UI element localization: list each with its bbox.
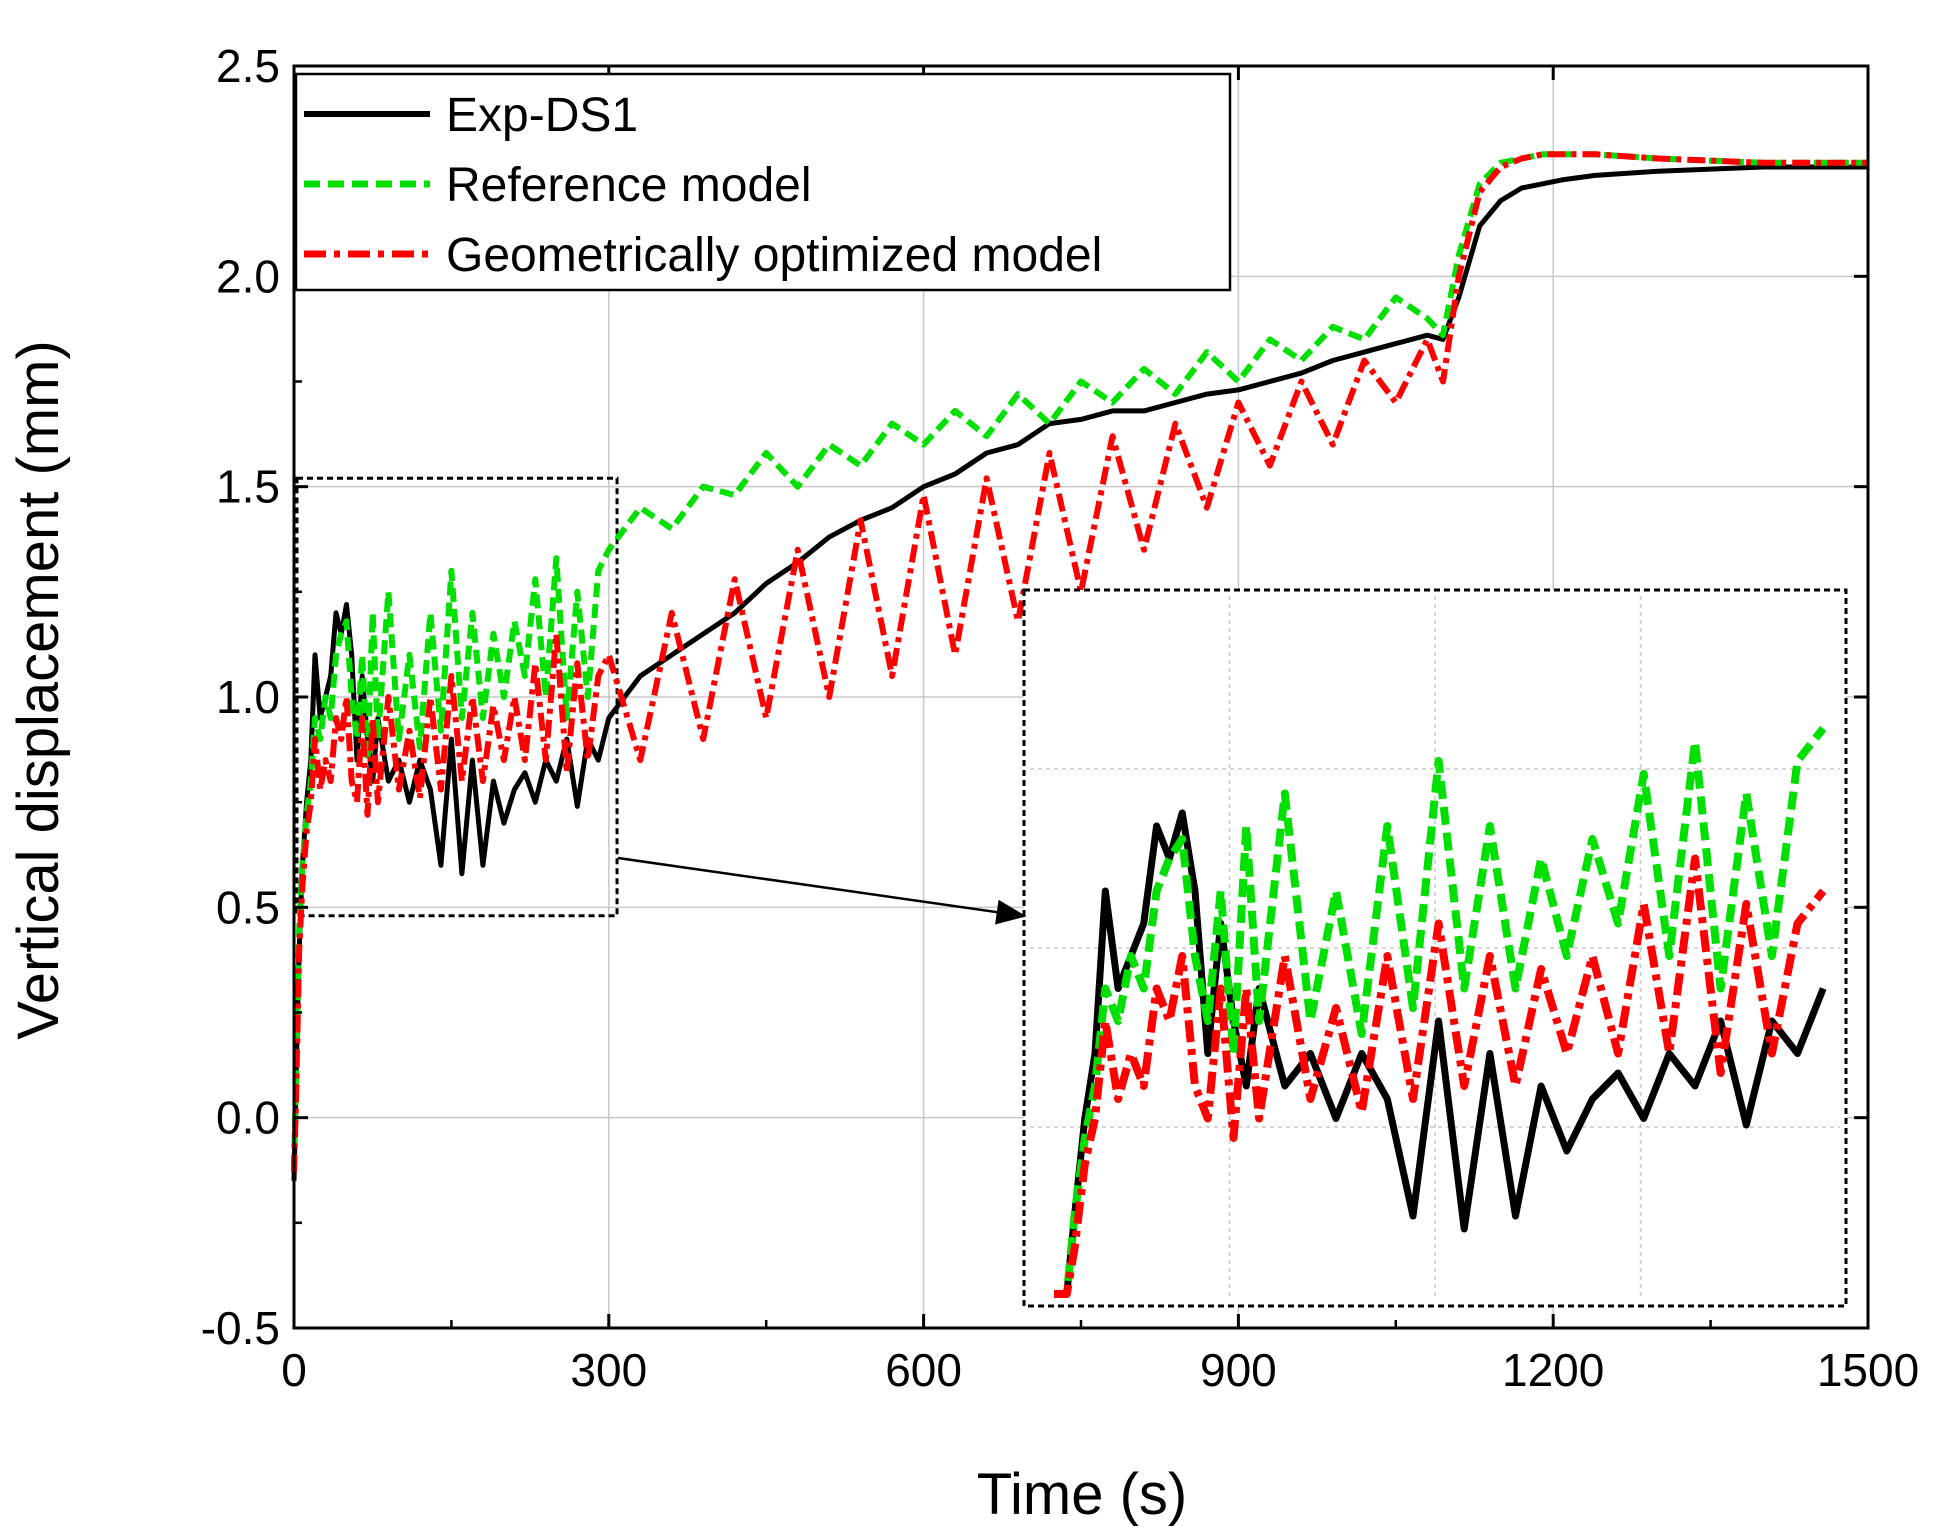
series-layer <box>291 151 1868 1181</box>
legend-label: Geometrically optimized model <box>446 229 1102 282</box>
x-tick-label: 1500 <box>1817 1344 1919 1396</box>
inset-box-layer <box>295 476 619 918</box>
zoom-inset <box>617 588 1848 1308</box>
inset-series-line-exp-ds1 <box>1054 809 1827 1298</box>
axes: 0 300 600 900 1200 1500 -0.5 0.0 0.5 1.0 1.5 2.0 2.5 <box>201 40 1919 1396</box>
legend-label: Exp-DS1 <box>446 89 638 142</box>
legend-label: Reference model <box>446 159 812 212</box>
inset-source-box <box>295 476 619 918</box>
x-tick-label: 900 <box>1200 1344 1277 1396</box>
y-tick-label: 1.0 <box>216 671 280 723</box>
zoom-arrow <box>617 856 1027 925</box>
y-tick-label: 0.0 <box>216 1092 280 1144</box>
x-tick-label: 0 <box>281 1344 307 1396</box>
x-tick-label: 300 <box>570 1344 647 1396</box>
series-line-geometrically-optimized-model <box>291 151 1868 1173</box>
series-line-reference-model <box>291 151 1868 1169</box>
inset-series-line-reference-model <box>1054 726 1827 1298</box>
legend-box <box>294 72 1232 292</box>
inset-series-line-geometrically-optimized-model <box>1054 854 1827 1298</box>
x-axis-title: Time (s) <box>977 1462 1187 1527</box>
y-tick-label: 2.5 <box>216 40 280 92</box>
legend: Exp-DS1 Reference model Geometrically opti… <box>294 72 1232 292</box>
y-tick-label: -0.5 <box>201 1302 280 1354</box>
y-tick-label: 2.0 <box>216 250 280 302</box>
y-tick-label: 1.5 <box>216 461 280 513</box>
x-tick-label: 1200 <box>1502 1344 1604 1396</box>
x-tick-label: 600 <box>885 1344 962 1396</box>
y-tick-label: 0.5 <box>216 881 280 933</box>
y-axis-title: Vertical displacement (mm) <box>6 340 71 1039</box>
